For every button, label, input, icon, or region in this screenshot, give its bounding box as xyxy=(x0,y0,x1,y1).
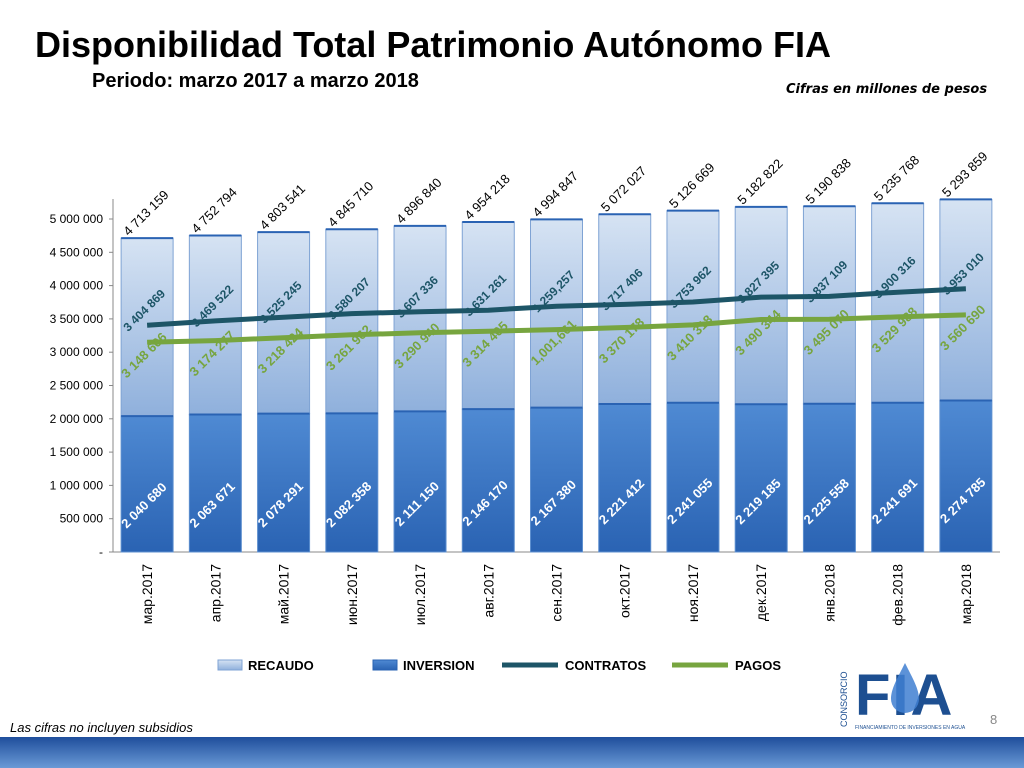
stacked-bar-line-chart: - 500 000 1 000 000 1 500 000 2 000 000 2 500… xyxy=(50,148,1000,673)
page-number: 8 xyxy=(990,712,998,727)
bar-inversion xyxy=(734,403,788,553)
water-drop-icon xyxy=(891,663,919,713)
y-tick-label: 1 000 000 xyxy=(50,478,104,492)
x-tick-label: янв.2018 xyxy=(821,564,837,622)
bar-inversion xyxy=(802,403,856,553)
bar-inversion xyxy=(325,412,379,553)
bar-recaudo xyxy=(802,205,856,405)
y-axis: - 500 000 1 000 000 1 500 000 2 000 000 2 500… xyxy=(50,199,1000,559)
legend-recaudo-swatch xyxy=(217,659,243,671)
bar-recaudo xyxy=(939,198,993,401)
total-label: 4 994 847 xyxy=(530,168,582,220)
units-note: Cifras en millones de pesos xyxy=(786,82,988,97)
footer-bar xyxy=(0,737,1024,768)
bar-inversion xyxy=(939,399,993,553)
logo-tagline: FINANCIAMIENTO DE INVERSIONES EN AGUA xyxy=(855,725,966,731)
x-tick-label: мар.2018 xyxy=(958,564,974,624)
total-label: 5 190 838 xyxy=(802,155,854,207)
bar-inversion xyxy=(188,414,242,553)
bar-inversion xyxy=(120,415,174,553)
bar-recaudo xyxy=(188,234,242,416)
logo-side-text: CONSORCIO xyxy=(839,671,849,727)
total-label: 4 803 541 xyxy=(257,181,309,233)
x-axis: мар.2017 апр.2017 май.2017 июн.2017 июл.2017… xyxy=(139,564,974,626)
page-subtitle: Periodo: marzo 2017 a marzo 2018 xyxy=(92,70,419,92)
x-tick-label: дек.2017 xyxy=(753,564,769,621)
y-tick-label: 4 000 000 xyxy=(50,279,104,293)
page-title: Disponibilidad Total Patrimonio Autónomo… xyxy=(35,24,831,65)
x-tick-label: авг.2017 xyxy=(480,564,496,618)
bar-recaudo xyxy=(530,218,583,409)
total-label: 5 072 027 xyxy=(598,163,650,215)
y-tick-label: - xyxy=(99,545,103,559)
bar-recaudo xyxy=(393,225,447,412)
bar-inversion xyxy=(871,402,925,553)
fia-logo: CONSORCIO FIA FINANCIAMIENTO DE INVERSIO… xyxy=(839,663,966,731)
x-tick-label: сен.2017 xyxy=(549,564,565,622)
legend-inversion-swatch xyxy=(372,659,398,671)
legend-inversion-label: INVERSION xyxy=(403,658,475,673)
y-tick-label: 3 500 000 xyxy=(50,312,104,326)
y-tick-label: 1 500 000 xyxy=(50,445,104,459)
x-tick-label: окт.2017 xyxy=(617,564,633,618)
bar-recaudo xyxy=(871,202,925,404)
bar-recaudo xyxy=(598,213,652,405)
bar-recaudo xyxy=(120,237,174,417)
y-tick-label: 5 000 000 xyxy=(50,212,104,226)
x-tick-label: мар.2017 xyxy=(139,564,155,624)
total-label: 5 293 859 xyxy=(939,148,991,200)
total-label: 5 182 822 xyxy=(734,156,786,208)
total-label: 4 896 840 xyxy=(393,175,445,227)
total-label: 4 752 794 xyxy=(188,185,240,237)
legend-recaudo-label: RECAUDO xyxy=(248,658,314,673)
bar-inversion xyxy=(257,413,311,553)
bar-inversion xyxy=(393,410,447,553)
y-tick-label: 2 500 000 xyxy=(50,379,104,393)
bars xyxy=(120,198,993,553)
bar-inversion xyxy=(598,403,652,553)
bar-recaudo xyxy=(257,231,311,415)
x-tick-label: май.2017 xyxy=(276,564,292,624)
bar-inversion xyxy=(530,407,583,553)
bar-inversion xyxy=(666,402,720,553)
total-label: 4 713 159 xyxy=(120,187,172,239)
total-label: 4 845 710 xyxy=(325,178,377,230)
total-label: 5 235 768 xyxy=(871,152,923,204)
line-contratos xyxy=(146,286,967,328)
legend-contratos-label: CONTRATOS xyxy=(565,658,646,673)
total-label: 5 126 669 xyxy=(666,160,718,212)
line-pagos xyxy=(147,312,966,345)
bar-inversion xyxy=(461,408,515,553)
legend-pagos-label: PAGOS xyxy=(735,658,781,673)
x-tick-label: апр.2017 xyxy=(207,564,223,622)
x-tick-label: фев.2018 xyxy=(890,564,906,626)
y-tick-label: 2 000 000 xyxy=(50,412,104,426)
series-lines xyxy=(146,286,967,345)
bar-recaudo xyxy=(734,206,788,405)
y-tick-label: 4 500 000 xyxy=(50,245,104,259)
y-tick-label: 500 000 xyxy=(60,512,104,526)
x-tick-label: июн.2017 xyxy=(344,564,360,625)
y-tick-label: 3 000 000 xyxy=(50,345,104,359)
x-tick-label: ноя.2017 xyxy=(685,564,701,622)
legend: RECAUDO INVERSION CONTRATOS PAGOS xyxy=(217,658,781,673)
x-tick-label: июл.2017 xyxy=(412,564,428,625)
total-label: 4 954 218 xyxy=(461,171,513,223)
footnote: Las cifras no incluyen subsidios xyxy=(10,720,193,735)
